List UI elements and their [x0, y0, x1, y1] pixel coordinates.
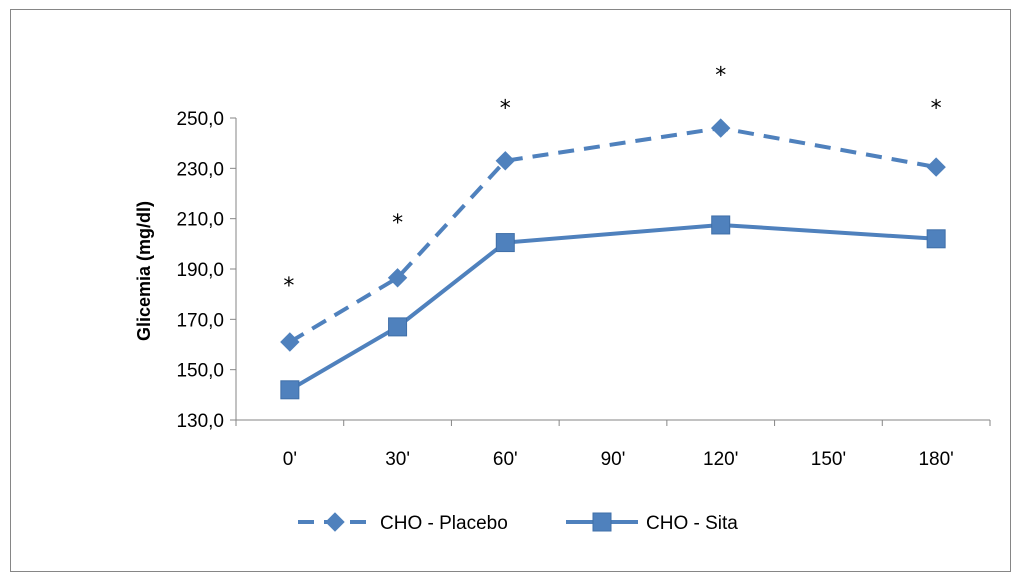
legend-item-cho-placebo: CHO - Placebo	[298, 512, 508, 534]
y-tick-label: 150,0	[176, 361, 224, 382]
y-tick-label: 250,0	[176, 109, 224, 130]
data-point-diamond	[495, 151, 515, 171]
x-tick-label: 90'	[601, 449, 626, 470]
legend-label: CHO - Placebo	[380, 513, 508, 534]
legend-label: CHO - Sita	[646, 513, 738, 534]
x-tick-label: 30'	[385, 449, 410, 470]
data-point-square	[495, 233, 515, 253]
data-point-square	[280, 380, 300, 400]
significance-annotations: * * * * *	[283, 64, 941, 299]
data-point-diamond	[926, 157, 946, 177]
series-line	[288, 222, 937, 392]
data-point-diamond	[280, 332, 300, 352]
data-point-diamond	[387, 268, 408, 288]
data-point-square	[388, 317, 408, 337]
significance-asterisk: *	[715, 64, 726, 89]
series-line	[288, 126, 937, 344]
y-tick-label: 210,0	[176, 210, 224, 231]
data-point-square	[711, 215, 731, 235]
significance-asterisk: *	[931, 96, 942, 121]
y-tick-labels: 130,0 150,0 170,0 190,0 210,0 230,0 250,0	[176, 109, 224, 432]
series-cho-placebo	[280, 118, 946, 352]
x-tick-label: 60'	[493, 449, 518, 470]
y-tick-label: 130,0	[176, 411, 224, 432]
y-axis-label: Glicemia (mg/dl)	[134, 201, 154, 341]
y-tick-label: 170,0	[176, 310, 224, 331]
significance-asterisk: *	[283, 274, 294, 299]
x-tick-label: 180'	[918, 449, 953, 470]
data-point-diamond	[711, 118, 731, 138]
legend-item-cho-sita: CHO - Sita	[566, 512, 738, 534]
data-point-square	[592, 512, 612, 532]
x-tick-label: 0'	[283, 449, 297, 470]
y-tick-label: 190,0	[176, 260, 224, 281]
axes	[230, 117, 991, 426]
significance-asterisk: *	[392, 211, 403, 236]
data-point-diamond	[325, 512, 345, 532]
x-tick-labels: 0' 30' 60' 90' 120' 150' 180'	[283, 449, 954, 470]
y-tick-label: 230,0	[176, 159, 224, 180]
series-group	[280, 118, 946, 400]
legend: CHO - Placebo CHO - Sita	[298, 512, 738, 534]
significance-asterisk: *	[500, 96, 511, 121]
x-tick-label: 150'	[811, 449, 846, 470]
series-cho-sita	[280, 215, 946, 400]
data-point-square	[926, 229, 946, 249]
x-tick-label: 120'	[703, 449, 738, 470]
chart-frame	[10, 9, 1011, 572]
